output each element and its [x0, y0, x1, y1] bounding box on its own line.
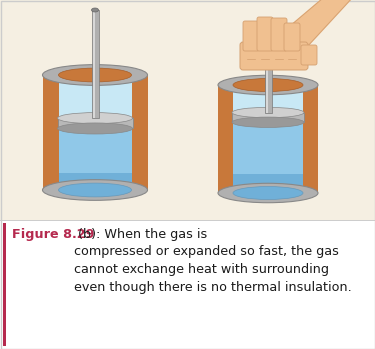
Bar: [3, 223, 6, 346]
Bar: [58, 173, 132, 190]
Ellipse shape: [233, 79, 303, 91]
Ellipse shape: [58, 68, 132, 82]
Bar: [0, 220, 375, 349]
FancyBboxPatch shape: [284, 23, 300, 51]
Bar: [58, 75, 132, 190]
Bar: [92, 10, 99, 118]
Ellipse shape: [57, 123, 132, 134]
Bar: [264, 65, 272, 112]
Bar: [132, 75, 147, 190]
Bar: [233, 174, 303, 193]
Bar: [0, 0, 375, 220]
FancyBboxPatch shape: [271, 18, 287, 51]
Ellipse shape: [232, 107, 304, 118]
Bar: [233, 117, 303, 193]
Ellipse shape: [58, 183, 132, 197]
Bar: [93, 10, 94, 118]
Ellipse shape: [264, 63, 272, 67]
FancyBboxPatch shape: [301, 45, 317, 65]
Ellipse shape: [232, 117, 304, 127]
Text: (b): When the gas is
compressed or expanded so fast, the gas
cannot exchange hea: (b): When the gas is compressed or expan…: [74, 228, 352, 294]
Bar: [218, 85, 233, 193]
Bar: [266, 65, 267, 112]
Text: Figure 8.29: Figure 8.29: [12, 228, 94, 241]
Bar: [42, 75, 58, 190]
Ellipse shape: [218, 75, 318, 95]
Bar: [303, 85, 318, 193]
Bar: [58, 123, 132, 190]
Polygon shape: [283, 0, 353, 62]
Ellipse shape: [233, 186, 303, 200]
Bar: [57, 118, 132, 128]
FancyBboxPatch shape: [240, 42, 308, 70]
FancyBboxPatch shape: [257, 17, 273, 51]
Bar: [232, 112, 304, 122]
Bar: [233, 85, 303, 193]
Ellipse shape: [42, 65, 147, 86]
FancyBboxPatch shape: [243, 21, 259, 51]
Ellipse shape: [42, 180, 147, 200]
Ellipse shape: [57, 113, 132, 124]
Ellipse shape: [92, 8, 99, 12]
Ellipse shape: [218, 183, 318, 203]
